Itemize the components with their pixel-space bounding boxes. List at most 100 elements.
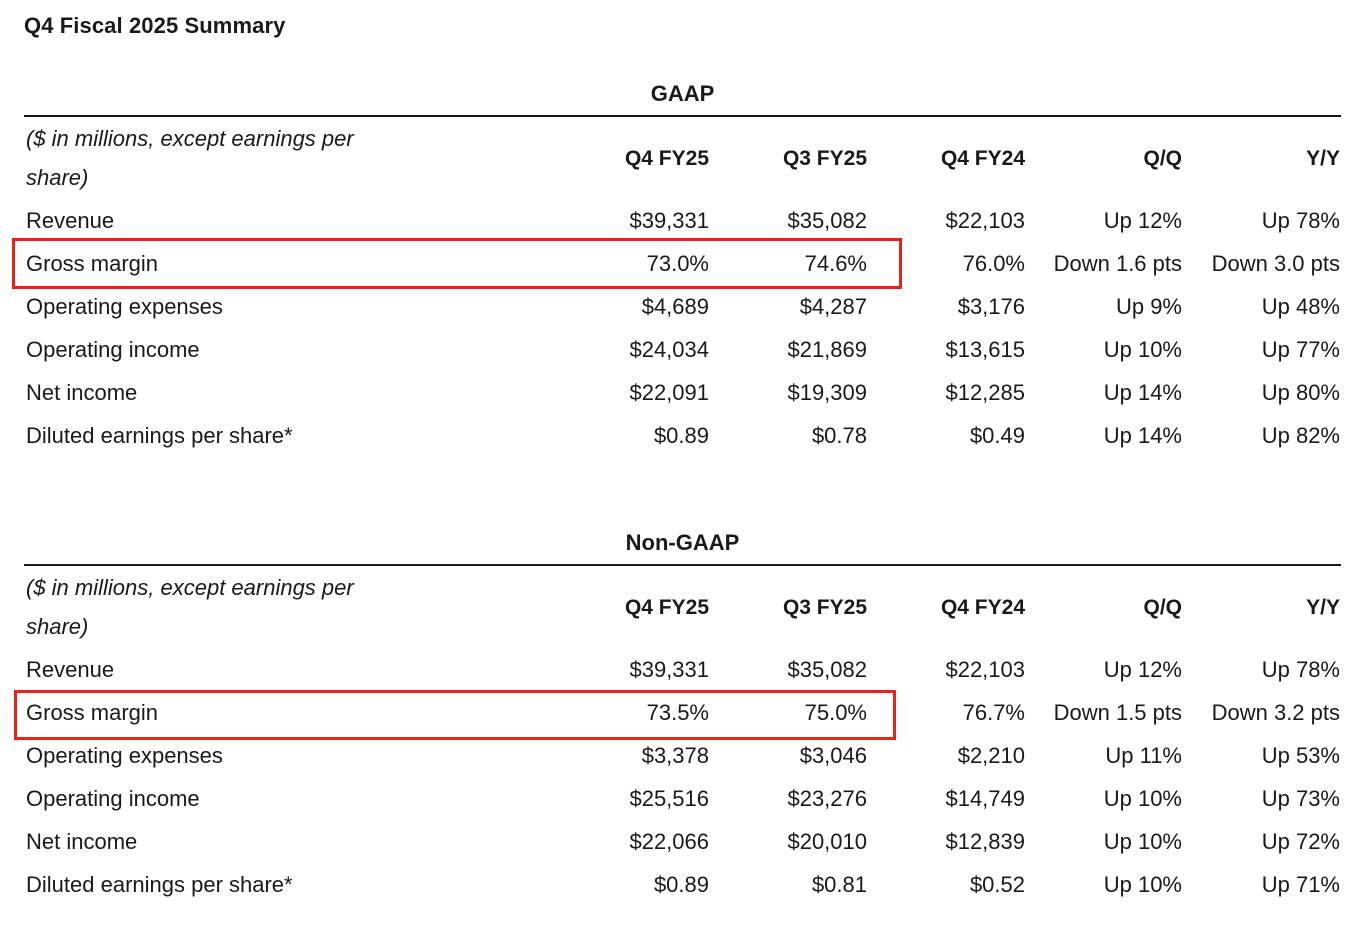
table-cell: $12,285	[945, 380, 1025, 405]
column-header: Q4 FY24	[940, 147, 1025, 170]
table-cell: Up 14%	[1103, 423, 1182, 448]
table-cell: Up 78%	[1261, 657, 1340, 682]
table-cell: $4,689	[641, 294, 709, 319]
column-header: Y/Y	[1306, 147, 1340, 170]
unit-note: ($ in millions, except earnings per shar…	[26, 126, 354, 190]
table-cell: $22,091	[629, 380, 709, 405]
table-cell: Up 80%	[1261, 380, 1340, 405]
row-label: Revenue	[26, 657, 115, 682]
table-row: Diluted earnings per share* $0.89 $0.78 …	[24, 415, 1341, 458]
table-cell: $23,276	[787, 786, 867, 811]
table-row: Operating income $24,034 $21,869 $13,615…	[24, 329, 1341, 372]
table-cell: 76.0%	[962, 251, 1025, 276]
table-cell: Down 1.6 pts	[1053, 251, 1182, 276]
table-cell: $39,331	[629, 657, 709, 682]
table-cell: $0.89	[653, 423, 709, 448]
table-row: Operating expenses $4,689 $4,287 $3,176 …	[24, 286, 1341, 329]
page-title: Q4 Fiscal 2025 Summary	[24, 13, 286, 38]
table-cell: Up 10%	[1103, 829, 1182, 854]
column-header: Q/Q	[1143, 147, 1182, 170]
table-cell: $0.52	[969, 872, 1025, 897]
table-cell: $22,066	[629, 829, 709, 854]
table-cell: $12,839	[945, 829, 1025, 854]
row-label: Operating expenses	[26, 294, 223, 319]
table-row: Revenue $39,331 $35,082 $22,103 Up 12% U…	[24, 200, 1341, 243]
table-cell: Up 72%	[1261, 829, 1340, 854]
table-cell: Up 71%	[1261, 872, 1340, 897]
table-cell: Up 11%	[1105, 743, 1182, 768]
table-cell: Up 12%	[1103, 208, 1182, 233]
table-cell: Up 12%	[1103, 657, 1182, 682]
table-cell: Down 3.0 pts	[1211, 251, 1340, 276]
section-heading: Non-GAAP	[625, 530, 740, 555]
row-label: Operating income	[26, 337, 200, 362]
row-label: Net income	[26, 380, 138, 405]
table-cell: $35,082	[787, 208, 867, 233]
table-cell: 74.6%	[804, 251, 867, 276]
column-header: Q4 FY25	[624, 596, 709, 619]
table-cell: $14,749	[945, 786, 1025, 811]
row-label: Diluted earnings per share*	[26, 872, 293, 897]
table-cell: $0.81	[811, 872, 867, 897]
column-header: Y/Y	[1306, 596, 1340, 619]
row-label: Gross margin	[26, 700, 159, 725]
row-label: Diluted earnings per share*	[26, 423, 293, 448]
table-cell: $13,615	[945, 337, 1025, 362]
table-row: Net income $22,091 $19,309 $12,285 Up 14…	[24, 372, 1341, 415]
table-cell: Up 77%	[1261, 337, 1340, 362]
table-cell: $22,103	[945, 657, 1025, 682]
header-rule	[24, 115, 1341, 117]
table-row: Diluted earnings per share* $0.89 $0.81 …	[24, 864, 1341, 907]
table-cell: Up 10%	[1103, 786, 1182, 811]
table-cell: $3,176	[957, 294, 1025, 319]
table-cell: 73.5%	[646, 700, 709, 725]
unit-note: ($ in millions, except earnings per shar…	[26, 575, 354, 639]
table-cell: $0.89	[653, 872, 709, 897]
table-cell: Up 82%	[1261, 423, 1340, 448]
table-cell: $2,210	[957, 743, 1025, 768]
table-row: Gross margin 73.5% 75.0% 76.7% Down 1.5 …	[24, 692, 1341, 735]
row-label: Operating expenses	[26, 743, 223, 768]
section-heading: GAAP	[650, 81, 715, 106]
table-cell: $22,103	[945, 208, 1025, 233]
table-cell: 73.0%	[646, 251, 709, 276]
table-cell: Up 10%	[1103, 872, 1182, 897]
table-row: Revenue $39,331 $35,082 $22,103 Up 12% U…	[24, 649, 1341, 692]
table-cell: Up 73%	[1261, 786, 1340, 811]
table-row: Gross margin 73.0% 74.6% 76.0% Down 1.6 …	[24, 243, 1341, 286]
row-label: Revenue	[26, 208, 115, 233]
row-label: Operating income	[26, 786, 200, 811]
table-cell: $3,046	[799, 743, 867, 768]
header-rule	[24, 564, 1341, 566]
table-cell: $24,034	[629, 337, 709, 362]
column-header: Q/Q	[1143, 596, 1182, 619]
column-header: Q3 FY25	[782, 596, 867, 619]
table-cell: $19,309	[787, 380, 867, 405]
table-cell: Up 14%	[1103, 380, 1182, 405]
table-cell: $21,869	[787, 337, 867, 362]
row-label: Gross margin	[26, 251, 159, 276]
table-cell: $0.49	[969, 423, 1025, 448]
table-cell: 75.0%	[804, 700, 867, 725]
table-cell: $0.78	[811, 423, 867, 448]
table-cell: Down 1.5 pts	[1053, 700, 1182, 725]
table-cell: Up 78%	[1261, 208, 1340, 233]
table-cell: Up 53%	[1261, 743, 1340, 768]
table-cell: $3,378	[641, 743, 709, 768]
table-cell: $39,331	[629, 208, 709, 233]
table-cell: $25,516	[629, 786, 709, 811]
table-cell: $35,082	[787, 657, 867, 682]
table-row: Net income $22,066 $20,010 $12,839 Up 10…	[24, 821, 1341, 864]
table-row: Operating income $25,516 $23,276 $14,749…	[24, 778, 1341, 821]
table-cell: Up 10%	[1103, 337, 1182, 362]
table-row: Operating expenses $3,378 $3,046 $2,210 …	[24, 735, 1341, 778]
column-header: Q3 FY25	[782, 147, 867, 170]
table-cell: Down 3.2 pts	[1211, 700, 1340, 725]
table-cell: $20,010	[787, 829, 867, 854]
column-header: Q4 FY24	[940, 596, 1025, 619]
table-cell: $4,287	[799, 294, 867, 319]
row-label: Net income	[26, 829, 138, 854]
table-cell: 76.7%	[962, 700, 1025, 725]
table-cell: Up 9%	[1115, 294, 1182, 319]
column-header: Q4 FY25	[624, 147, 709, 170]
